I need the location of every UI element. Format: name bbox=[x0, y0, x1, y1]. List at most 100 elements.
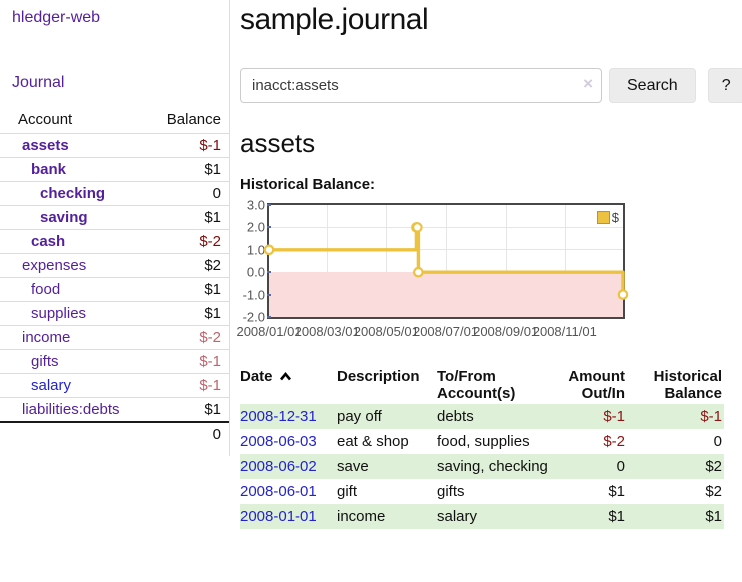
sort-ascending-icon bbox=[279, 369, 292, 386]
transaction-date-link[interactable]: 2008-06-02 bbox=[240, 458, 317, 475]
account-balance: $1 bbox=[150, 301, 229, 326]
account-balance: $-2 bbox=[150, 325, 229, 350]
register-row: 2008-01-01 income salary $1 $1 bbox=[240, 504, 724, 529]
app-layout: hledger-web Journal Account Balance asse… bbox=[0, 0, 742, 529]
accounts-total-value: 0 bbox=[150, 421, 229, 446]
register-row: 2008-06-03 eat & shop food, supplies $-2… bbox=[240, 429, 724, 454]
account-link-expenses[interactable]: expenses bbox=[22, 257, 87, 274]
transaction-date-link[interactable]: 2008-12-31 bbox=[240, 408, 317, 425]
account-row: checking 0 bbox=[0, 181, 229, 206]
chart-x-axis: 2008/01/01 2008/03/01 2008/05/01 2008/07/01… bbox=[236, 324, 597, 339]
accounts-header-balance: Balance bbox=[166, 111, 221, 128]
account-balance: $-1 bbox=[150, 133, 229, 158]
search-form: × Search ? bbox=[240, 68, 742, 103]
register-header-description: Description bbox=[337, 368, 420, 385]
account-balance: $-2 bbox=[150, 229, 229, 254]
account-balance: $2 bbox=[150, 253, 229, 278]
account-link-bank[interactable]: bank bbox=[31, 161, 67, 178]
register-header-tofrom: To/From Account(s) bbox=[437, 368, 516, 402]
page-title: sample.journal bbox=[240, 3, 429, 36]
legend-swatch-icon bbox=[596, 211, 610, 224]
register-table: Date Description To/From Account(s) Amou… bbox=[240, 366, 724, 529]
transaction-accounts: gifts bbox=[437, 483, 465, 500]
account-link-income[interactable]: income bbox=[22, 329, 71, 346]
transaction-date-link[interactable]: 2008-01-01 bbox=[240, 508, 317, 525]
account-row: expenses $2 bbox=[0, 253, 229, 278]
account-link-saving[interactable]: saving bbox=[40, 209, 88, 226]
transaction-description: gift bbox=[337, 483, 358, 500]
account-balance: $1 bbox=[150, 277, 229, 302]
account-balance: $-1 bbox=[150, 349, 229, 374]
transaction-accounts: salary bbox=[437, 508, 478, 525]
chart-plot-area: $ bbox=[263, 203, 629, 319]
transaction-accounts: debts bbox=[437, 408, 474, 425]
accounts-header-row: Account Balance bbox=[0, 108, 229, 134]
account-heading: assets bbox=[240, 128, 316, 158]
transaction-balance: $1 bbox=[705, 508, 722, 525]
account-row: supplies $1 bbox=[0, 301, 229, 326]
account-link-supplies[interactable]: supplies bbox=[31, 305, 87, 322]
account-link-cash[interactable]: cash bbox=[31, 233, 66, 250]
transaction-date-link[interactable]: 2008-06-01 bbox=[240, 483, 317, 500]
account-link-assets[interactable]: assets bbox=[22, 137, 69, 154]
transaction-description: save bbox=[337, 458, 369, 475]
accounts-table: Account Balance assets $-1 bank $1 check… bbox=[0, 108, 229, 446]
transaction-amount: $1 bbox=[608, 508, 625, 525]
chart-title: Historical Balance: bbox=[240, 176, 376, 193]
transaction-accounts: saving, checking bbox=[437, 458, 548, 475]
account-row: cash $-2 bbox=[0, 229, 229, 254]
transaction-amount: $1 bbox=[608, 483, 625, 500]
register-row: 2008-06-02 save saving, checking 0 $2 bbox=[240, 454, 724, 479]
account-row: bank $1 bbox=[0, 157, 229, 182]
transaction-balance: $-1 bbox=[700, 408, 722, 425]
transaction-amount: 0 bbox=[616, 458, 625, 475]
account-row: saving $1 bbox=[0, 205, 229, 230]
transaction-balance: 0 bbox=[713, 433, 722, 450]
account-balance: 0 bbox=[150, 181, 229, 206]
account-row: food $1 bbox=[0, 277, 229, 302]
transaction-description: pay off bbox=[337, 408, 382, 425]
register-header-date[interactable]: Date bbox=[240, 366, 337, 404]
transaction-description: eat & shop bbox=[337, 433, 409, 450]
account-row: income $-2 bbox=[0, 325, 229, 350]
register-header-row: Date Description To/From Account(s) Amou… bbox=[240, 366, 724, 404]
accounts-header-account: Account bbox=[18, 111, 73, 128]
register-row: 2008-06-01 gift gifts $1 $2 bbox=[240, 479, 724, 504]
main-content: sample.journal × Search ? assets Histori… bbox=[230, 0, 742, 529]
sidebar: hledger-web Journal Account Balance asse… bbox=[0, 0, 230, 456]
account-link-gifts[interactable]: gifts bbox=[31, 353, 59, 370]
account-row: gifts $-1 bbox=[0, 349, 229, 374]
account-row: salary $-1 bbox=[0, 373, 229, 398]
chart-y-axis: 3.0 2.0 1.0 0.0 -1.0 -2.0 bbox=[242, 197, 265, 325]
account-balance: $1 bbox=[150, 157, 229, 182]
accounts-total-row: 0 bbox=[0, 421, 229, 446]
legend-label: $ bbox=[611, 210, 619, 225]
register-header-amount: Amount Out/In bbox=[568, 368, 625, 402]
transaction-balance: $2 bbox=[705, 483, 722, 500]
transaction-amount: $-2 bbox=[603, 433, 625, 450]
account-balance: $1 bbox=[150, 397, 229, 422]
account-row: assets $-1 bbox=[0, 133, 229, 158]
account-row: liabilities:debts $1 bbox=[0, 397, 229, 422]
search-button[interactable]: Search bbox=[609, 68, 696, 103]
transaction-balance: $2 bbox=[705, 458, 722, 475]
account-balance: $-1 bbox=[150, 373, 229, 398]
account-link-liabilities-debts[interactable]: liabilities:debts bbox=[22, 401, 120, 418]
account-link-checking[interactable]: checking bbox=[40, 185, 106, 202]
transaction-accounts: food, supplies bbox=[437, 433, 530, 450]
sidebar-item-journal[interactable]: Journal bbox=[12, 74, 65, 91]
account-link-salary[interactable]: salary bbox=[31, 377, 72, 394]
transaction-description: income bbox=[337, 508, 386, 525]
clear-search-icon[interactable]: × bbox=[583, 74, 593, 93]
help-button[interactable]: ? bbox=[707, 68, 742, 103]
account-link-food[interactable]: food bbox=[31, 281, 61, 298]
chart-legend: $ bbox=[596, 210, 619, 225]
brand-link[interactable]: hledger-web bbox=[12, 9, 101, 26]
search-input[interactable] bbox=[240, 68, 602, 103]
transaction-amount: $-1 bbox=[603, 408, 625, 425]
historical-balance-chart: 3.0 2.0 1.0 0.0 -1.0 -2.0 $ 2008/01/01 2008/03… bbox=[236, 198, 660, 352]
register-header-balance: Historical Balance bbox=[653, 368, 722, 402]
register-row: 2008-12-31 pay off debts $-1 $-1 bbox=[240, 404, 724, 429]
account-balance: $1 bbox=[150, 205, 229, 230]
transaction-date-link[interactable]: 2008-06-03 bbox=[240, 433, 317, 450]
